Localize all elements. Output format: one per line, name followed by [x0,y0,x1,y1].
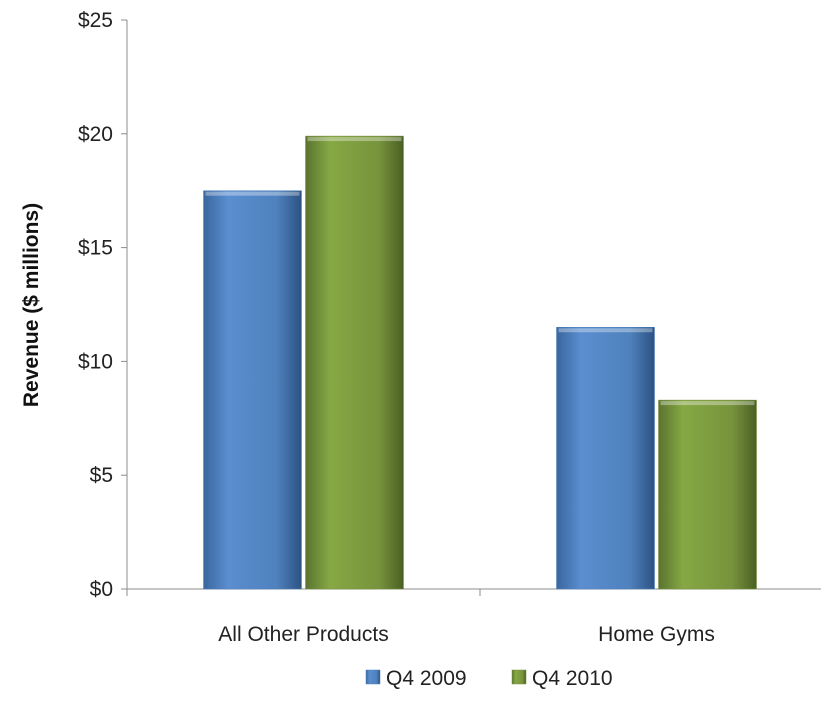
category-label: Home Gyms [598,623,715,646]
y-ticks: $0 $5 $10 $15 $20 $25 [78,9,127,601]
bar-bevel-highlight [307,137,402,142]
category-label: All Other Products [218,623,388,646]
legend-label: Q4 2010 [532,667,613,690]
bar-q4-2009 [203,190,302,590]
legend-swatch [511,669,527,685]
bars [203,135,757,590]
bar-q4-2010 [305,135,404,590]
y-tick-label: $5 [90,464,113,487]
x-ticks [126,589,481,596]
legend-label: Q4 2009 [386,667,467,690]
bar-q4-2010 [658,399,757,590]
y-tick-label: $20 [78,123,113,146]
y-tick-label: $10 [78,350,113,373]
category-labels: All Other Products Home Gyms [218,623,715,646]
bar-q4-2009 [556,327,655,590]
y-tick-label: $25 [78,9,113,32]
y-tick-label: $0 [90,578,113,601]
legend-swatch [365,669,381,685]
bar-bevel-highlight [660,401,755,406]
y-axis-title: Revenue ($ millions) [20,203,43,407]
y-tick-label: $15 [78,237,113,260]
legend: Q4 2009 Q4 2010 [365,667,613,690]
bar-bevel-highlight [205,191,300,196]
bar-bevel-highlight [558,328,653,333]
